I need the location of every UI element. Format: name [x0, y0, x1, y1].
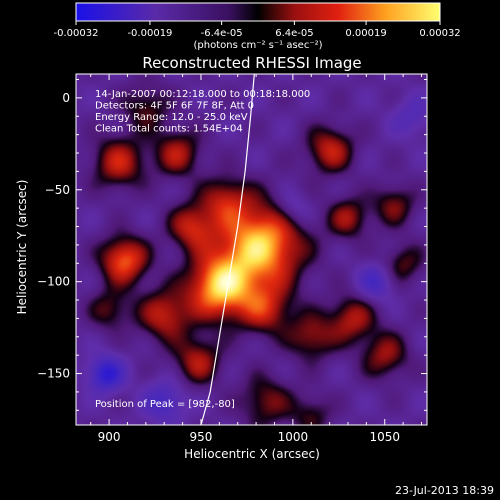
annotation-line: Detectors: 4F 5F 6F 7F 8F, Att 0	[95, 101, 254, 112]
solar-limb-line	[200, 73, 255, 426]
x-tick-label: 950	[190, 430, 213, 444]
y-tick-label: −150	[37, 367, 70, 381]
timestamp: 23-Jul-2013 18:39	[394, 484, 494, 497]
colorbar-tick-label: -0.00019	[127, 28, 172, 39]
y-tick-label: −50	[45, 183, 70, 197]
y-tick-label: −100	[37, 275, 70, 289]
colorbar-unit-label: (photons cm⁻² s⁻¹ asec⁻²)	[193, 40, 322, 51]
plot-frame	[75, 73, 428, 426]
colorbar-ticks: -0.00032 -0.00019 -6.4e-05 6.4e-05 0.00019 0.…	[54, 21, 461, 39]
colorbar-tick-label: 0.00032	[419, 28, 460, 39]
annotation-line: Clean Total counts: 1.54E+04	[95, 124, 243, 135]
colorbar-tick-label: -6.4e-05	[201, 28, 243, 39]
chart-title: Reconstructed RHESSI Image	[142, 54, 361, 72]
colorbar	[75, 2, 441, 22]
x-tick-label: 900	[98, 430, 121, 444]
x-tick-label: 1050	[369, 430, 400, 444]
plot-area: 900 950 1000 1050 0 −50 −100 −150 14-Jan-2007 00…	[37, 73, 428, 444]
x-tick-label: 1000	[278, 430, 309, 444]
peak-position-label: Position of Peak = [982,-80]	[95, 399, 235, 410]
colorbar-tick-label: 6.4e-05	[275, 28, 313, 39]
colorbar-tick-label: 0.00019	[345, 28, 386, 39]
y-axis-label: Heliocentric Y (arcsec)	[15, 180, 29, 315]
y-tick-label: 0	[62, 91, 70, 105]
annotation-line: 14-Jan-2007 00:12:18.000 to 00:18:18.000	[95, 89, 310, 100]
x-axis-label: Heliocentric X (arcsec)	[184, 447, 320, 461]
colorbar-tick-label: -0.00032	[54, 28, 99, 39]
annotation-line: Energy Range: 12.0 - 25.0 keV	[95, 112, 248, 123]
heatmap-image	[76, 74, 427, 425]
